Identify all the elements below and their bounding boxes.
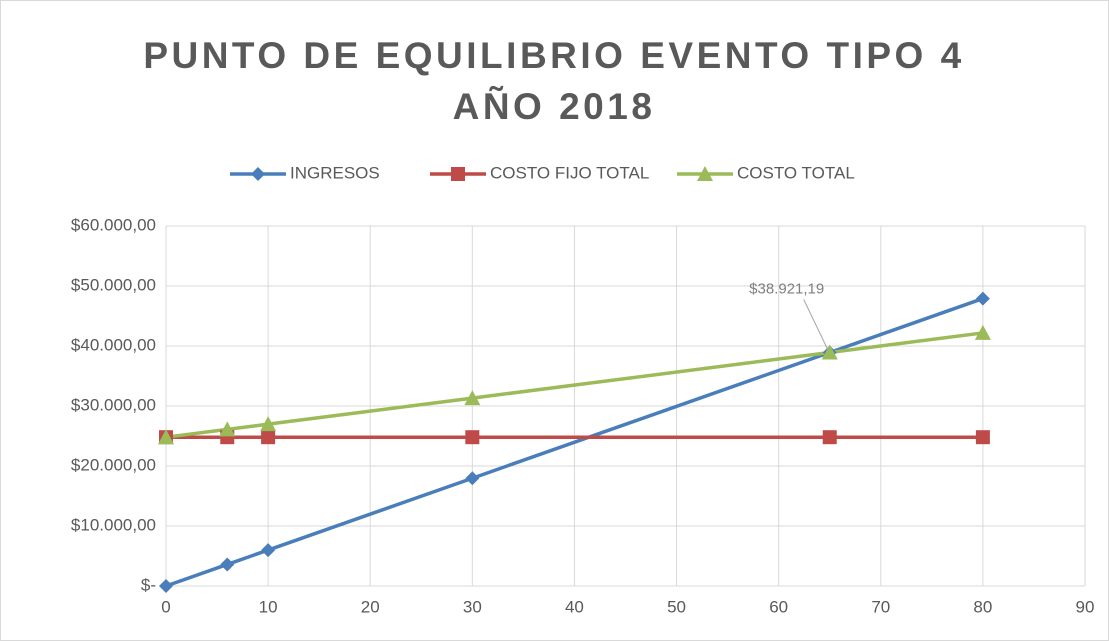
chart-title: AÑO 2018	[453, 85, 656, 127]
legend-marker	[251, 167, 265, 181]
y-tick-label: $60.000,00	[71, 215, 156, 234]
y-tick-label: $30.000,00	[71, 395, 156, 414]
x-tick-label: 50	[667, 597, 686, 616]
marker	[974, 324, 991, 340]
marker	[465, 430, 480, 445]
x-tick-label: 10	[259, 597, 278, 616]
marker	[260, 416, 277, 432]
marker	[159, 579, 173, 593]
x-tick-label: 90	[1076, 597, 1095, 616]
marker	[465, 471, 480, 486]
y-tick-label: $50.000,00	[71, 275, 156, 294]
legend-marker	[697, 166, 713, 181]
series-line	[165, 331, 984, 439]
legend-label: INGRESOS	[290, 163, 380, 182]
legend-marker	[451, 167, 465, 181]
legend-label: COSTO TOTAL	[737, 163, 855, 182]
marker	[975, 291, 990, 306]
marker	[464, 390, 481, 406]
marker	[975, 430, 990, 445]
x-tick-label: 80	[973, 597, 992, 616]
data-label: $38.921,19	[749, 280, 824, 297]
series-line	[165, 296, 984, 588]
marker	[220, 557, 235, 572]
y-tick-label: $-	[141, 575, 156, 594]
x-tick-label: 0	[161, 597, 170, 616]
marker	[261, 543, 276, 558]
y-tick-label: $10.000,00	[71, 515, 156, 534]
marker	[158, 429, 174, 445]
x-tick-label: 40	[565, 597, 584, 616]
y-tick-label: $20.000,00	[71, 455, 156, 474]
x-tick-label: 70	[871, 597, 890, 616]
marker	[219, 421, 236, 437]
marker	[261, 430, 276, 445]
y-tick-label: $40.000,00	[71, 335, 156, 354]
marker	[822, 430, 837, 445]
marker	[821, 344, 838, 360]
x-tick-label: 30	[463, 597, 482, 616]
label-leader	[803, 299, 829, 350]
x-tick-label: 20	[361, 597, 380, 616]
legend-label: COSTO FIJO TOTAL	[490, 163, 649, 182]
x-tick-label: 60	[769, 597, 788, 616]
chart-title: PUNTO DE EQUILIBRIO EVENTO TIPO 4	[143, 35, 964, 76]
